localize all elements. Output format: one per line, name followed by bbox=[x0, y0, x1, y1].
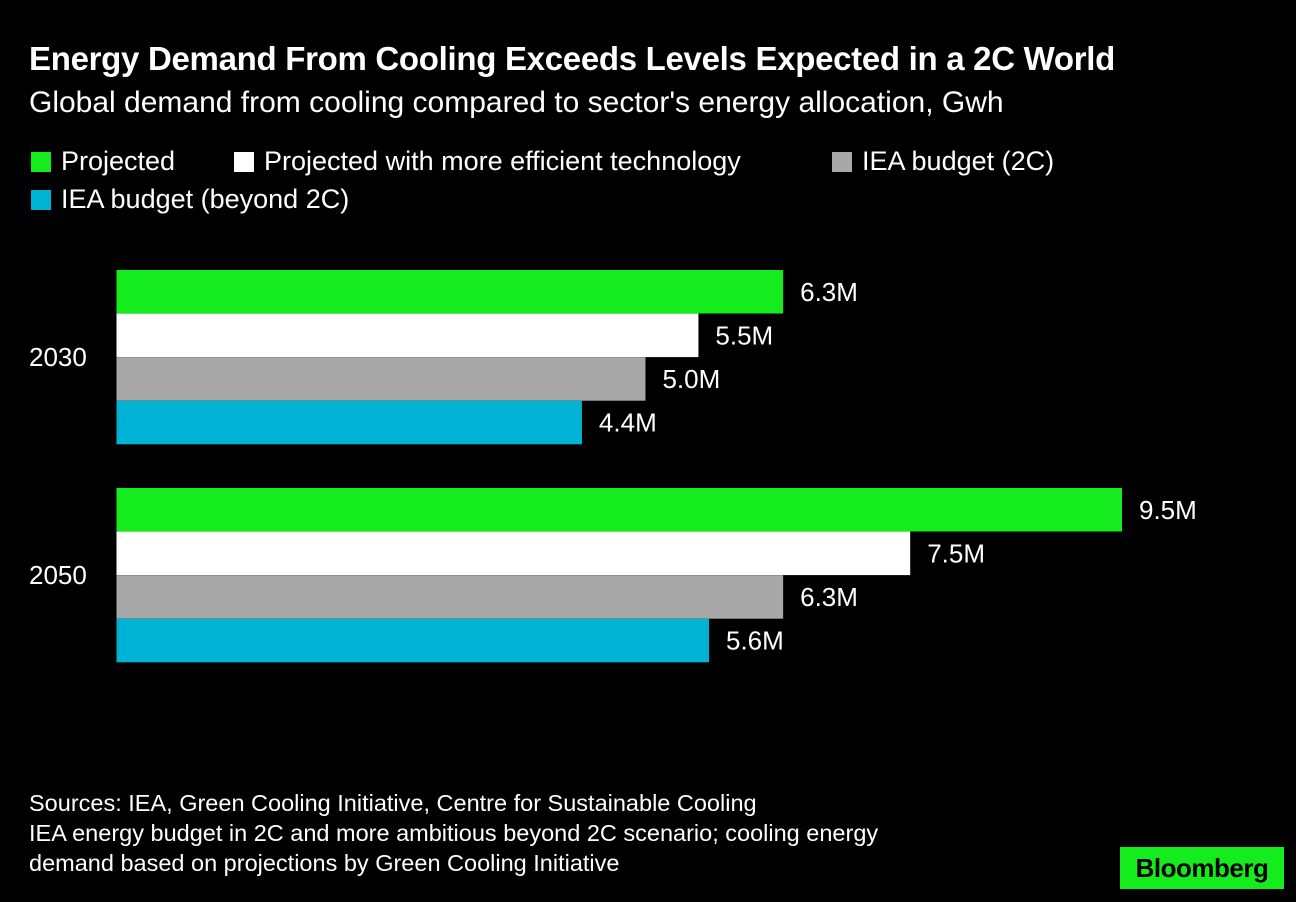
bar-2030-series-3 bbox=[116, 400, 582, 445]
footer-note-line1: IEA energy budget in 2C and more ambitio… bbox=[29, 820, 879, 846]
data-label-2050-series-1: 7.5M bbox=[927, 538, 985, 568]
legend-item-projected: Projected bbox=[31, 146, 175, 177]
bar-2050-series-2 bbox=[116, 575, 784, 619]
legend-item-iea-2c: IEA budget (2C) bbox=[832, 146, 1054, 177]
legend-swatch-efficient bbox=[234, 152, 254, 172]
legend-item-efficient: Projected with more efficient technology bbox=[234, 146, 741, 177]
category-label-2050: 2050 bbox=[29, 560, 87, 590]
data-label-2030-series-3: 4.4M bbox=[599, 408, 657, 438]
bar-2050-series-0 bbox=[116, 488, 1122, 532]
legend-item-iea-beyond-2c: IEA budget (beyond 2C) bbox=[31, 184, 349, 215]
chart-subtitle: Global demand from cooling compared to s… bbox=[29, 86, 1004, 119]
footer: Sources: IEA, Green Cooling Initiative, … bbox=[29, 788, 878, 878]
legend-label-efficient: Projected with more efficient technology bbox=[264, 146, 741, 176]
category-label-2030: 2030 bbox=[29, 342, 87, 372]
legend-label-iea-2c: IEA budget (2C) bbox=[862, 146, 1055, 176]
legend-swatch-iea-beyond-2c bbox=[31, 190, 51, 210]
bar-2030-series-1 bbox=[116, 313, 699, 358]
footer-note-line2: demand based on projections by Green Coo… bbox=[29, 850, 620, 876]
data-label-2030-series-1: 5.5M bbox=[715, 320, 773, 350]
footer-sources: Sources: IEA, Green Cooling Initiative, … bbox=[29, 790, 757, 816]
bloomberg-logo: Bloomberg bbox=[1120, 847, 1284, 889]
bar-2050-series-1 bbox=[116, 531, 911, 576]
data-label-2050-series-2: 6.3M bbox=[800, 582, 858, 612]
data-label-2030-series-0: 6.3M bbox=[800, 277, 858, 307]
bar-2050-series-3 bbox=[116, 618, 710, 663]
chart-title: Energy Demand From Cooling Exceeds Level… bbox=[29, 40, 1115, 77]
data-label-2030-series-2: 5.0M bbox=[662, 364, 720, 394]
legend-swatch-projected bbox=[31, 152, 51, 172]
data-label-2050-series-3: 5.6M bbox=[726, 626, 784, 656]
data-label-2050-series-0: 9.5M bbox=[1139, 495, 1197, 525]
bar-chart: 2030 6.3M 5.5M 5.0M4.4M 2050 9.5M 7.5M 6.3M 5.6M bbox=[29, 270, 1197, 663]
legend-label-projected: Projected bbox=[61, 146, 176, 176]
bar-2030-series-0 bbox=[116, 270, 784, 314]
legend-label-iea-beyond-2c: IEA budget (beyond 2C) bbox=[61, 184, 350, 214]
legend-swatch-iea-2c bbox=[832, 152, 852, 172]
bar-2030-series-2 bbox=[116, 357, 646, 401]
